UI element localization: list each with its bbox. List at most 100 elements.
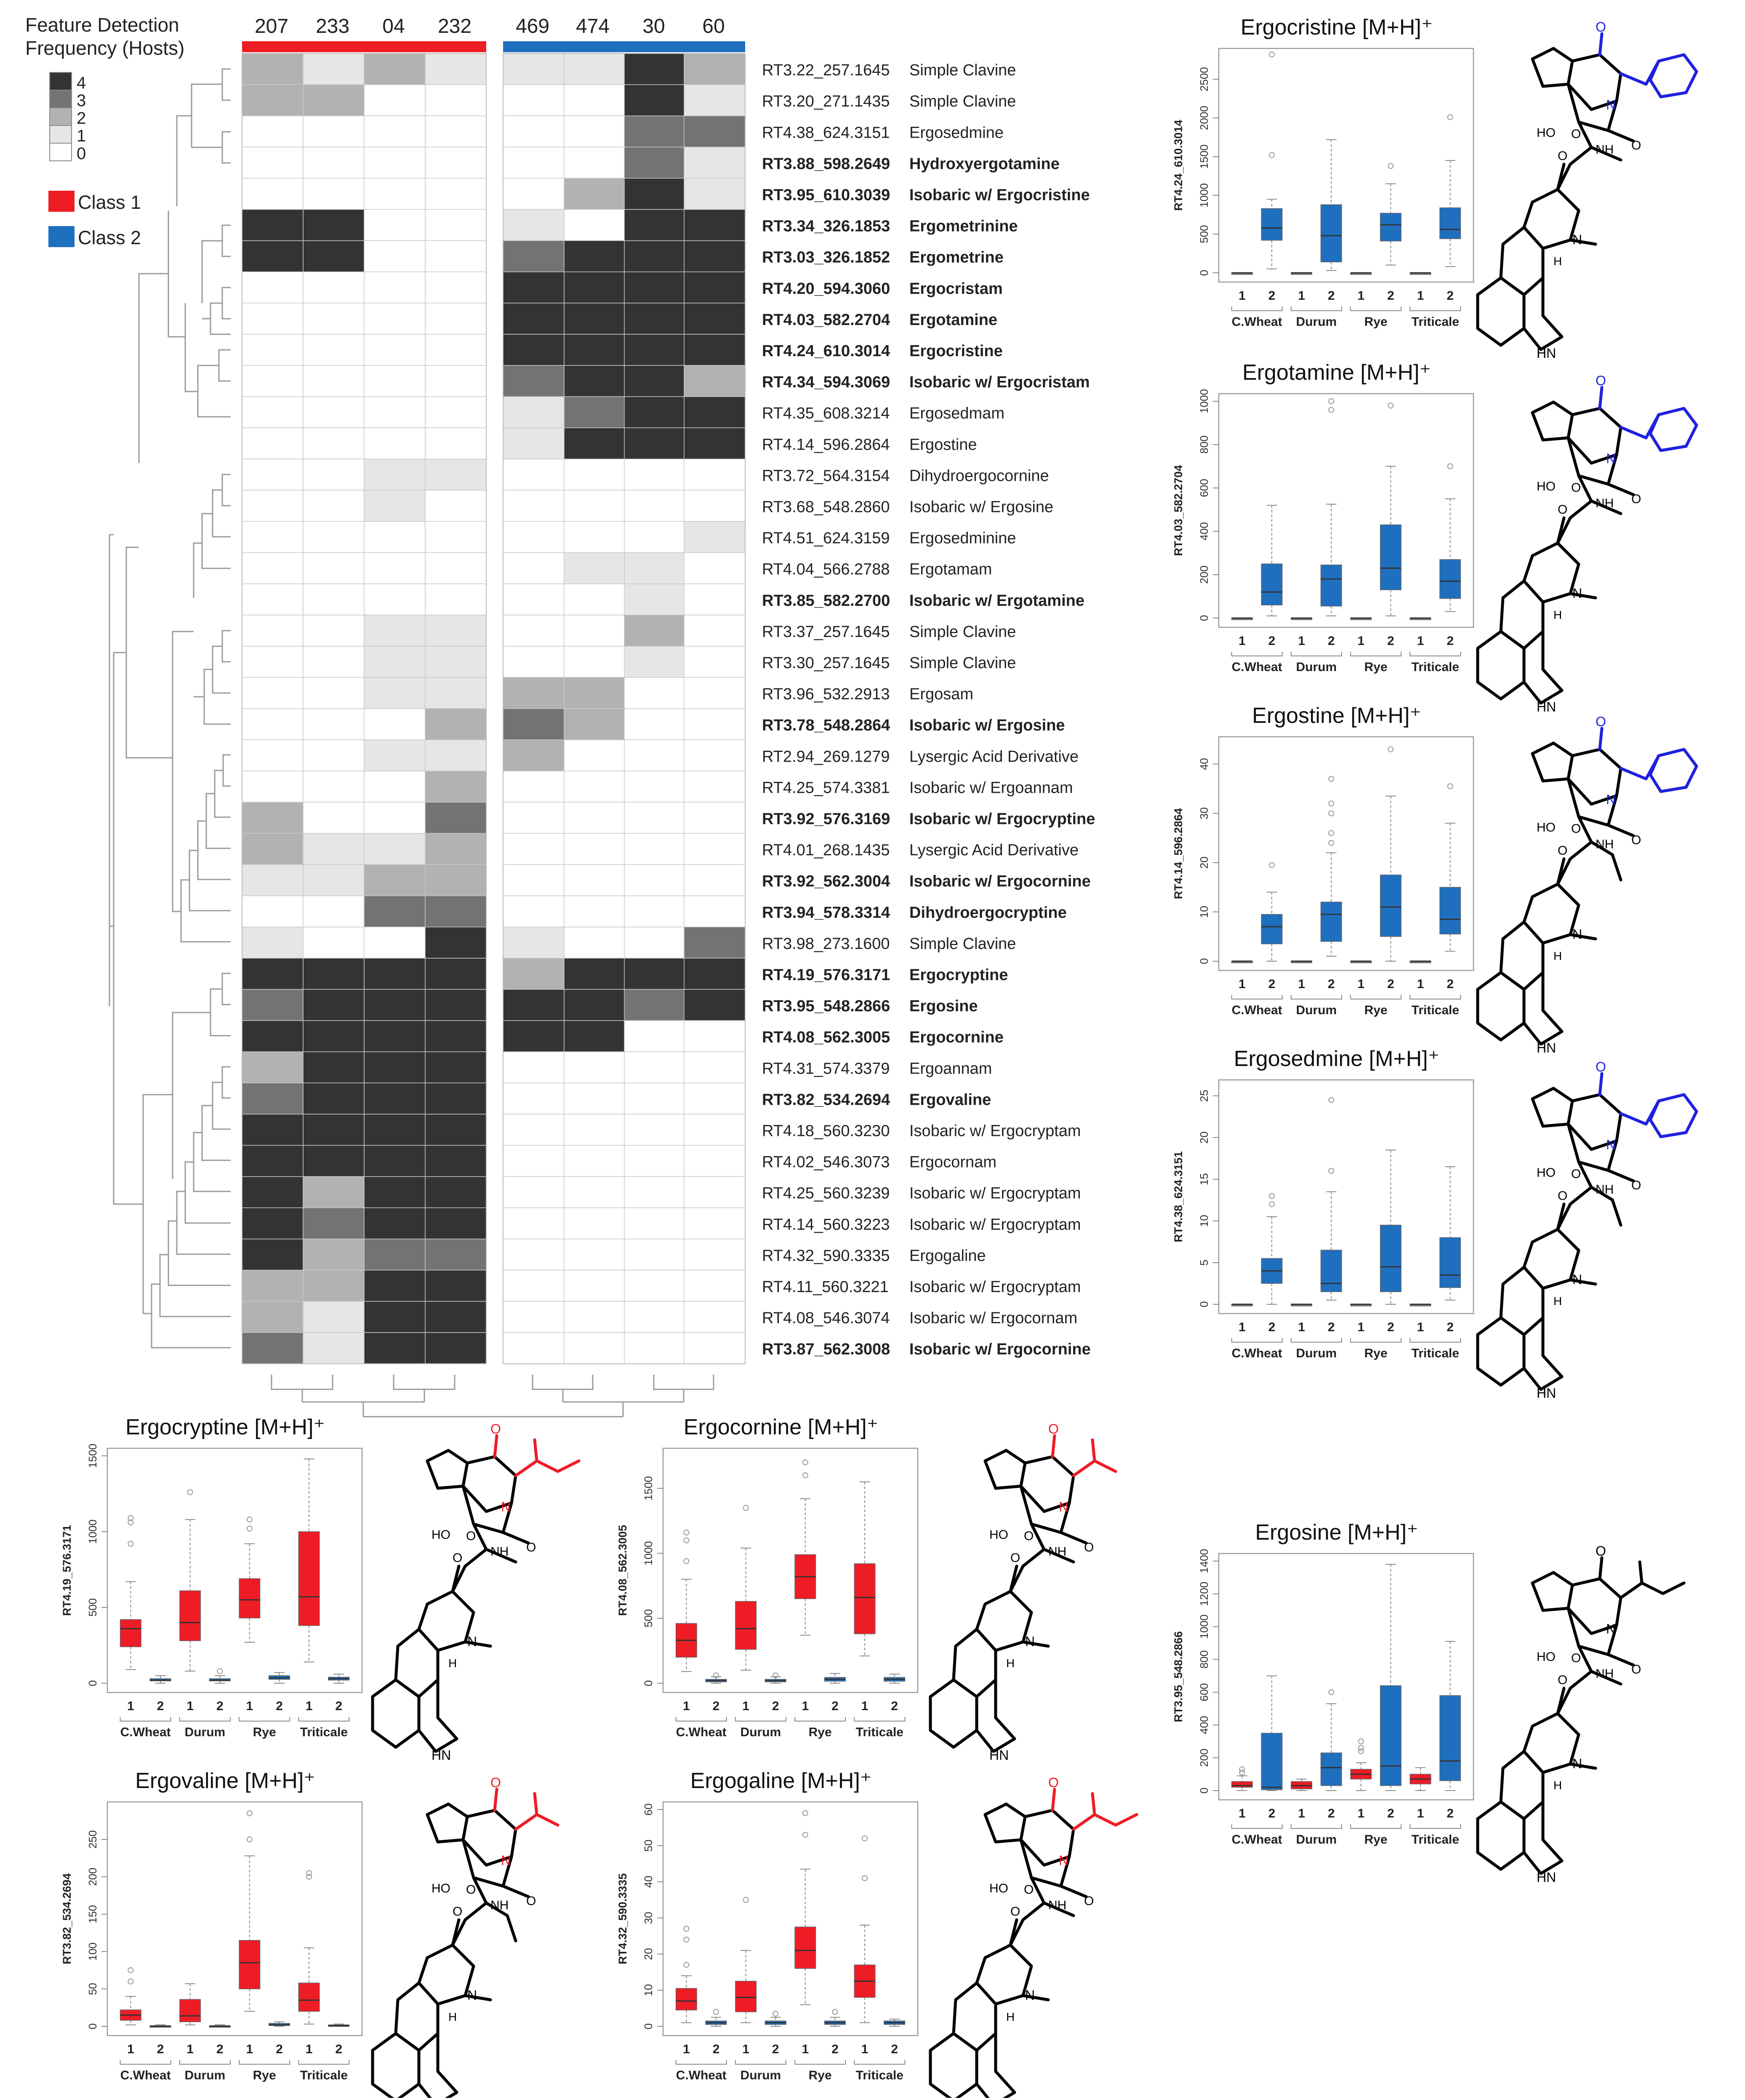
host-bracket — [854, 1717, 906, 1722]
heatmap-cell — [684, 1176, 746, 1208]
amide-linker — [1569, 1160, 1593, 1206]
legend-level-label-4: 4 — [77, 74, 86, 92]
heatmap-cell — [364, 365, 426, 397]
row-feature-id: RT3.03_326.1852 — [762, 249, 890, 266]
plot-frame — [1218, 736, 1474, 971]
row-feature-id: RT4.25_574.3381 — [762, 779, 890, 797]
class-tick-label: 1 — [683, 1699, 690, 1713]
lactam-o-label: O — [1631, 833, 1641, 847]
outlier-point — [1358, 1748, 1364, 1754]
heatmap-cell — [684, 115, 746, 148]
box-durum-class2 — [1320, 776, 1342, 957]
box-triticale-class2 — [1439, 114, 1461, 267]
heatmap-cell — [242, 833, 304, 865]
host-label-triticale: Triticale — [856, 1725, 903, 1739]
class-tick-label: 1 — [802, 2042, 809, 2056]
heatmap-cell — [303, 303, 365, 335]
class-tick-label: 2 — [1387, 977, 1394, 991]
box-rye-class2 — [824, 2009, 846, 2027]
amide-carbonyl — [1556, 163, 1566, 191]
y-tick-label: 200 — [1198, 1748, 1210, 1767]
carbonyl-bond — [493, 1434, 498, 1458]
n-atom-label: N — [1572, 586, 1582, 601]
boxplot-title: Ergovaline [M+H]⁺ — [135, 1769, 315, 1793]
row-feature-id: RT3.94_578.3314 — [762, 904, 890, 922]
row-feature-id: RT3.20_271.1435 — [762, 93, 890, 110]
pyrrolidine-ring — [1531, 1087, 1574, 1128]
heatmap-cell — [425, 490, 487, 522]
row-compound-name: Isobaric w/ Ergosine — [909, 498, 1053, 516]
heatmap-cell — [564, 365, 626, 397]
heatmap-cell — [364, 1270, 426, 1302]
heatmap-cell — [242, 958, 304, 990]
row-compound-name: Isobaric w/ Ergocristam — [909, 373, 1090, 391]
benzene-ring — [929, 2032, 978, 2100]
carbonyl-bond — [1598, 386, 1604, 410]
heatmap-cell — [503, 147, 565, 179]
heatmap-cell — [503, 1145, 565, 1177]
heatmap-cell — [564, 84, 626, 116]
heatmap-cell — [503, 240, 565, 272]
heatmap-cell — [364, 1332, 426, 1364]
heatmap-cell — [684, 53, 746, 85]
heatmap-cell — [564, 677, 626, 709]
class-tick-label: 1 — [1239, 289, 1246, 303]
y-tick-label: 50 — [642, 1839, 655, 1852]
methyl-group — [1042, 1548, 1075, 1564]
carbonyl-o-label: O — [1596, 373, 1606, 388]
n-atom-label: N — [467, 1988, 477, 2003]
heatmap-cell — [503, 458, 565, 491]
amide-n-label: N — [1606, 1137, 1616, 1152]
heatmap-cell — [624, 739, 686, 772]
heatmap-legend-title-line1: Feature Detection — [25, 14, 179, 36]
y-axis-label: RT4.03_582.2704 — [1172, 465, 1185, 556]
box-rye-class1 — [1350, 960, 1372, 963]
class2-legend-swatch — [48, 226, 75, 247]
iqr-box — [1320, 1250, 1342, 1293]
lactam-o-label: O — [1631, 492, 1641, 506]
class-tick-label: 2 — [157, 2042, 164, 2056]
heatmap-cell — [564, 552, 626, 584]
heatmap-cell — [564, 770, 626, 803]
heatmap-cell — [364, 53, 426, 85]
row-compound-name: Isobaric w/ Ergosine — [909, 717, 1065, 734]
heatmap-cell — [364, 303, 426, 335]
heatmap-cell — [684, 646, 746, 678]
heatmap-cell — [564, 458, 626, 491]
heatmap-cell — [364, 739, 426, 772]
diketopiperazine-ring — [461, 1809, 517, 1867]
host-bracket — [794, 2060, 846, 2065]
heatmap-cell — [503, 989, 565, 1021]
y-tick-label: 800 — [1198, 435, 1210, 453]
class-tick-label: 1 — [1357, 634, 1364, 648]
iqr-box — [735, 1980, 757, 2012]
heatmap-cell — [684, 802, 746, 834]
box-rye-class2 — [824, 1673, 846, 1684]
diketopiperazine-ring — [1567, 748, 1622, 806]
heatmap-cell — [303, 458, 365, 491]
heatmap-cell — [303, 927, 365, 959]
class-tick-label: 2 — [276, 2042, 283, 2056]
box-rye-class1 — [239, 1516, 261, 1643]
ethyl-group — [1590, 1186, 1622, 1227]
box-triticale-class2 — [328, 1674, 350, 1684]
outlier-point — [1268, 1193, 1275, 1199]
row-feature-id: RT2.94_269.1279 — [762, 748, 890, 765]
amide-linker — [1569, 120, 1593, 166]
heatmap-cell — [242, 53, 304, 85]
heatmap-cell — [624, 84, 686, 116]
box-durum-class1 — [1291, 960, 1313, 963]
class-tick-label: 1 — [1239, 634, 1246, 648]
heatmap-cell — [303, 147, 365, 179]
ergoline-ring-c — [1499, 1750, 1545, 1820]
heatmap-cell — [425, 178, 487, 210]
heatmap-cell — [624, 1176, 686, 1208]
pyrrole-ring — [1522, 1316, 1564, 1391]
host-label-c-wheat: C.Wheat — [120, 1725, 171, 1739]
host-label-durum: Durum — [1296, 1003, 1337, 1017]
host-bracket — [298, 2060, 350, 2065]
y-tick-label: 1000 — [1198, 183, 1210, 208]
heatmap-cell — [564, 1051, 626, 1084]
class-tick-label: 1 — [742, 2042, 749, 2056]
